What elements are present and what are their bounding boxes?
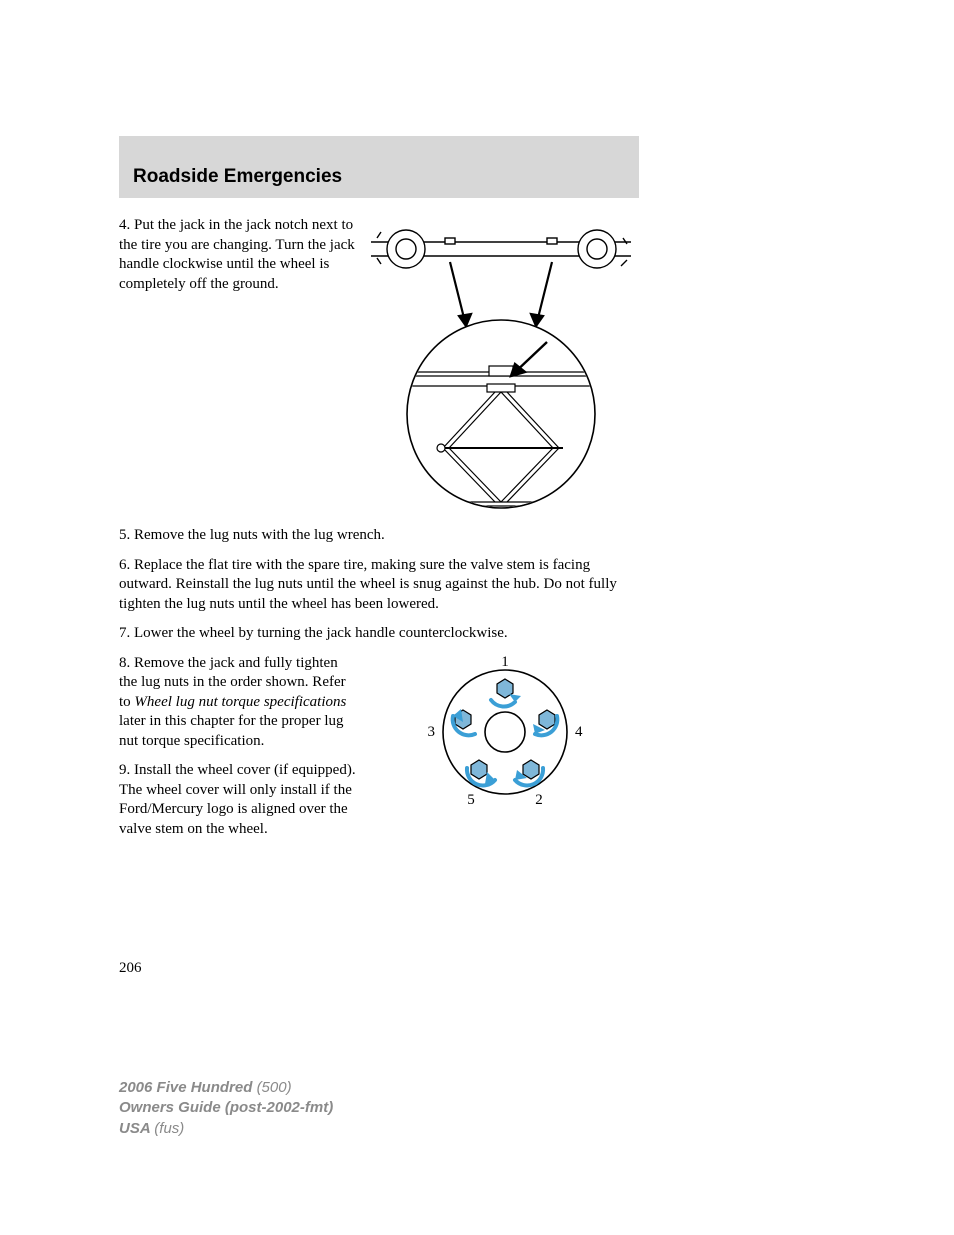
step-8-9-col: 8. Remove the jack and fully tighten the… <box>119 654 359 840</box>
jack-diagram <box>371 216 641 516</box>
step-4-text: 4. Put the jack in the jack notch next t… <box>119 216 359 516</box>
lug-label-3: 3 <box>428 724 436 740</box>
lug-label-1: 1 <box>501 654 509 670</box>
lug-label-4: 4 <box>575 724 583 740</box>
step-9-text: 9. Install the wheel cover (if equipped)… <box>119 761 359 839</box>
lug-hub-circle <box>485 712 525 752</box>
footer-region: USA <box>119 1120 154 1137</box>
lug-nut-4 <box>539 710 555 729</box>
footer-line-1: 2006 Five Hundred (500) <box>119 1078 333 1098</box>
step-8-italic: Wheel lug nut torque specifications <box>134 694 346 710</box>
lug-diagram-container: 1 4 3 2 5 <box>371 654 639 840</box>
footer-line-3: USA (fus) <box>119 1119 333 1139</box>
footer-code: (500) <box>257 1079 292 1096</box>
step-8-text: 8. Remove the jack and fully tighten the… <box>119 654 359 752</box>
lug-diagram: 1 4 3 2 5 <box>415 654 595 814</box>
footer-model: 2006 Five Hundred <box>119 1079 257 1096</box>
lug-label-5: 5 <box>467 792 475 808</box>
step-8-b: later in this chapter for the proper lug… <box>119 713 344 749</box>
lug-nut-5 <box>471 760 487 779</box>
page-number: 206 <box>119 960 142 977</box>
step-5-text: 5. Remove the lug nuts with the lug wren… <box>119 526 639 546</box>
footer-region-code: (fus) <box>154 1120 184 1137</box>
lug-label-2: 2 <box>535 792 543 808</box>
section-title: Roadside Emergencies <box>133 166 625 188</box>
footer: 2006 Five Hundred (500) Owners Guide (po… <box>119 1078 333 1139</box>
step-7-text: 7. Lower the wheel by turning the jack h… <box>119 624 639 644</box>
section-header-bar: Roadside Emergencies <box>119 136 639 198</box>
footer-line-2: Owners Guide (post-2002-fmt) <box>119 1098 333 1118</box>
jack-diagram-container <box>371 216 641 516</box>
step-6-text: 6. Replace the flat tire with the spare … <box>119 556 639 615</box>
step-8-row: 8. Remove the jack and fully tighten the… <box>119 654 639 840</box>
lug-nut-2 <box>523 760 539 779</box>
step-4-row: 4. Put the jack in the jack notch next t… <box>119 216 639 516</box>
page-content: Roadside Emergencies 4. Put the jack in … <box>119 136 639 849</box>
